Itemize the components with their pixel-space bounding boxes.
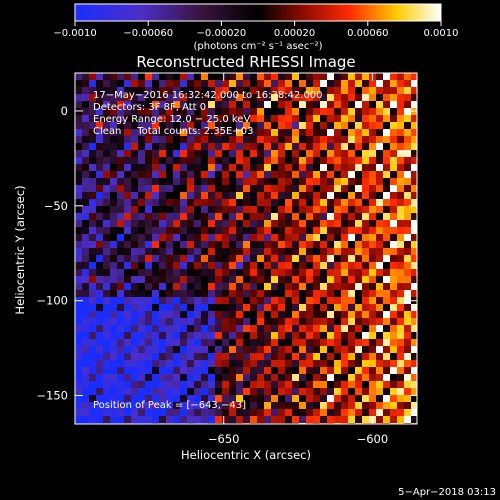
y-axis-label: Heliocentric Y (arcsec) xyxy=(13,185,27,314)
chart-title: Reconstructed RHESSI Image xyxy=(136,53,355,71)
y-tick-label: 0 xyxy=(61,104,68,118)
x-axis-ticks: −650−600−550 xyxy=(208,73,389,446)
annotation-energy-range: Energy Range: 12.0 − 25.0 keV xyxy=(93,114,250,125)
annotation-detectors: Detectors: 3F 8F, Att 0 xyxy=(93,102,206,113)
y-axis-ticks: 0 −50 −100 −150 xyxy=(36,104,417,403)
colorbar-ticks: −0.0010 −0.00060 −0.00020 0.00020 0.00060 0.0… xyxy=(53,21,459,39)
annotation-time-range: 17−May−2016 16:32:42.000 to 16:38:42.000 xyxy=(93,90,323,101)
colorbar-tick-label: −0.00020 xyxy=(197,28,247,39)
annotation-peak-position: Position of Peak = [−643,−43] xyxy=(93,400,246,411)
colorbar-tick-label: 0.0010 xyxy=(424,28,459,39)
colorbar-units-label: (photons cm⁻² s⁻¹ asec⁻²) xyxy=(193,41,322,52)
colorbar-tick-label: −0.0010 xyxy=(53,28,96,39)
footer-timestamp: 5−Apr−2018 03:13 xyxy=(398,487,496,498)
colorbar-tick-label: 0.00020 xyxy=(274,28,315,39)
x-tick-label: −650 xyxy=(208,432,240,446)
colorbar-tick-label: −0.00060 xyxy=(123,28,173,39)
plot-frame xyxy=(74,72,418,425)
y-tick-label: −150 xyxy=(36,389,68,403)
x-tick-label: −600 xyxy=(357,432,389,446)
colorbar-tick-label: 0.00060 xyxy=(347,28,388,39)
annotation-block: 17−May−2016 16:32:42.000 to 16:38:42.000… xyxy=(93,90,323,137)
y-tick-label: −50 xyxy=(44,199,68,213)
y-tick-label: −100 xyxy=(36,294,68,308)
heatmap-image xyxy=(75,73,417,424)
x-axis-label: Heliocentric X (arcsec) xyxy=(181,448,311,462)
colorbar xyxy=(75,4,441,21)
annotation-counts: Clean Total counts: 2.35E+03 xyxy=(93,126,253,137)
